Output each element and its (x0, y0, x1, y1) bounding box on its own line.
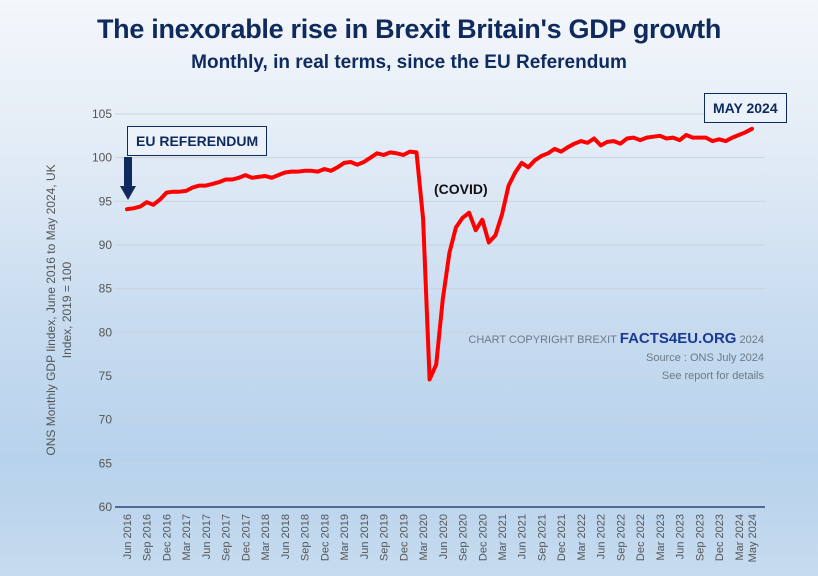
x-tick-label: Dec 2022 (635, 514, 647, 561)
x-tick-label: Dec 2023 (714, 514, 726, 561)
x-tick-label: Mar 2020 (418, 514, 430, 560)
x-tick-label: Jun 2019 (359, 514, 371, 559)
chart-credits: CHART COPYRIGHT BREXIT FACTS4EU.ORG 2024… (468, 330, 764, 385)
gridlines (115, 113, 765, 464)
copyright-year: 2024 (739, 334, 764, 346)
x-tick-label: Jun 2017 (201, 514, 213, 559)
y-tick-label: 105 (92, 107, 112, 121)
y-tick-label: 100 (92, 151, 112, 165)
y-tick-label: 65 (99, 456, 113, 470)
x-tick-label: Mar 2021 (497, 514, 509, 560)
brand-name: FACTS4EU.ORG (619, 330, 737, 347)
x-tick-label: Jun 2018 (280, 514, 292, 559)
x-tick-label: Jun 2016 (122, 514, 134, 559)
y-axis-label: ONS Monthly GDP Iindex, June 2016 to May… (44, 164, 74, 455)
x-tick-label: Sep 2021 (536, 514, 548, 561)
y-tick-label: 95 (99, 194, 113, 208)
chart-title: The inexorable rise in Brexit Britain's … (96, 14, 722, 44)
referendum-arrow-icon (120, 157, 136, 200)
y-axis-label-line1: ONS Monthly GDP Iindex, June 2016 to May… (44, 164, 58, 455)
copyright-line: CHART COPYRIGHT BREXIT FACTS4EU.ORG 2024 (468, 330, 764, 349)
gdp-series-line (125, 126, 754, 382)
x-tick-label: Jun 2021 (517, 514, 529, 559)
y-tick-label: 90 (99, 238, 113, 252)
x-tick-label: Dec 2019 (398, 514, 410, 561)
x-tick-label: Mar 2022 (576, 514, 588, 560)
x-tick-label: Jun 2020 (438, 514, 450, 559)
x-axis-ticks: Jun 2016 Sep 2016 Dec 2016 Mar 2017 Jun 2017… (122, 514, 759, 562)
x-tick-label: Mar 2023 (655, 514, 667, 560)
x-tick-label: May 2024 (747, 514, 759, 562)
x-tick-label: Sep 2016 (142, 514, 154, 561)
x-tick-label: Mar 2018 (260, 514, 272, 560)
x-tick-label: Dec 2020 (477, 514, 489, 561)
y-tick-label: 60 (99, 500, 113, 514)
x-tick-label: Jun 2023 (675, 514, 687, 559)
may-2024-annotation: MAY 2024 (704, 93, 787, 123)
x-tick-label: Dec 2016 (161, 514, 173, 561)
covid-annotation: (COVID) (434, 181, 488, 197)
x-tick-label: Mar 2019 (339, 514, 351, 560)
y-tick-label: 80 (99, 325, 113, 339)
y-tick-label: 75 (99, 369, 113, 383)
x-tick-label: Dec 2017 (240, 514, 252, 561)
x-tick-label: Jun 2022 (596, 514, 608, 559)
x-tick-label: Dec 2021 (556, 514, 568, 561)
y-axis-label-line2: Index, 2019 = 100 (60, 261, 74, 358)
x-tick-label: Sep 2022 (615, 514, 627, 561)
y-axis-ticks: 60 65 70 75 80 85 90 95 100 105 (92, 107, 112, 514)
x-tick-label: Sep 2019 (379, 514, 391, 561)
x-tick-label: Mar 2017 (181, 514, 193, 560)
gdp-data-points (126, 128, 753, 380)
copyright-prefix: CHART COPYRIGHT BREXIT (468, 334, 617, 346)
chart-subtitle: Monthly, in real terms, since the EU Ref… (191, 52, 627, 73)
note-line: See report for details (661, 370, 764, 382)
eu-referendum-annotation: EU REFERENDUM (127, 126, 268, 156)
x-tick-label: Sep 2020 (458, 514, 470, 561)
x-tick-label: Sep 2017 (221, 514, 233, 561)
x-tick-label: Sep 2018 (300, 514, 312, 561)
source-line: Source : ONS July 2024 (645, 352, 764, 364)
y-tick-label: 70 (99, 413, 113, 427)
x-tick-label: Mar 2024 (734, 514, 746, 560)
x-tick-label: Dec 2018 (319, 514, 331, 561)
y-tick-label: 85 (99, 282, 113, 296)
x-tick-label: Sep 2023 (694, 514, 706, 561)
